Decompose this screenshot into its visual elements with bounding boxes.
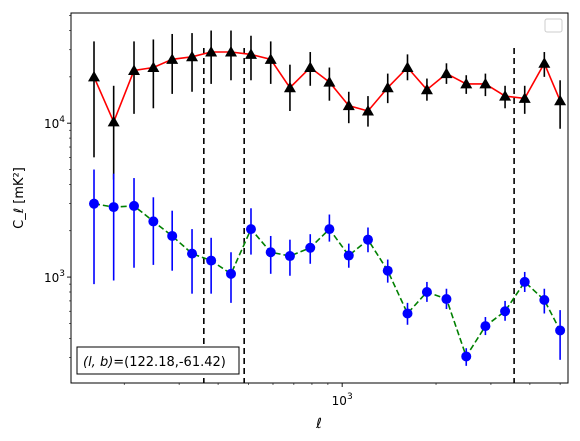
data-point-circle	[129, 200, 140, 211]
data-point-circle	[441, 294, 452, 305]
data-point-triangle	[440, 67, 453, 79]
y-tick-label-base: 10	[44, 271, 59, 285]
data-point-triangle	[323, 76, 336, 87]
data-point-circle	[519, 276, 530, 287]
data-point-circle	[402, 308, 413, 319]
data-point-triangle	[88, 70, 101, 82]
data-point-triangle	[147, 61, 160, 73]
y-tick-label-exponent: 4	[59, 115, 65, 125]
annotation-prefix: (l, b)	[83, 355, 113, 370]
annotation-box	[76, 346, 240, 375]
data-point-triangle	[381, 81, 394, 93]
data-point-triangle	[128, 64, 141, 75]
y-tick-label: 103	[44, 269, 65, 285]
y-tick-label-base: 10	[44, 117, 59, 131]
data-point-circle	[245, 224, 256, 235]
data-point-circle	[108, 202, 119, 213]
data-point-circle	[148, 216, 159, 227]
data-point-triangle	[166, 53, 179, 64]
annotation-value: =(122.18,-61.42)	[113, 355, 226, 370]
data-point-circle	[187, 248, 198, 259]
legend-box	[544, 18, 563, 33]
plot-frame	[70, 12, 569, 384]
series-1	[88, 30, 567, 180]
data-point-circle	[305, 242, 316, 253]
data-point-circle	[167, 230, 178, 241]
data-point-triangle	[361, 105, 374, 116]
vertical-markers	[203, 48, 515, 383]
data-point-circle	[382, 265, 393, 276]
data-point-circle	[89, 198, 100, 209]
data-point-circle	[343, 250, 354, 261]
data-point-triangle	[499, 90, 512, 101]
data-point-triangle	[420, 83, 433, 95]
data-point-triangle	[186, 50, 199, 62]
y-tick-label: 104	[44, 115, 65, 131]
data-point-triangle	[342, 99, 355, 111]
data-point-circle	[461, 351, 472, 362]
data-point-circle	[284, 251, 295, 262]
series-layer	[88, 30, 567, 366]
data-point-circle	[225, 268, 236, 279]
data-point-circle	[421, 286, 432, 297]
data-point-triangle	[401, 61, 414, 73]
series-2	[89, 169, 566, 366]
x-tick-label-base: 10	[332, 394, 347, 408]
data-point-triangle	[518, 92, 531, 103]
data-point-triangle	[224, 46, 237, 57]
data-point-triangle	[479, 77, 492, 89]
data-point-triangle	[244, 48, 257, 59]
data-point-triangle	[554, 94, 567, 106]
x-axis-ticks: 103	[123, 383, 561, 408]
data-point-triangle	[304, 61, 317, 73]
data-point-circle	[555, 325, 566, 336]
data-point-triangle	[264, 53, 277, 64]
data-point-circle	[480, 321, 491, 332]
x-tick-label: 103	[332, 392, 353, 408]
data-point-circle	[500, 306, 511, 317]
data-point-circle	[362, 234, 373, 245]
y-axis-label: C_ℓ [mK²]	[12, 167, 27, 229]
data-point-triangle	[107, 115, 120, 127]
data-point-circle	[324, 224, 335, 235]
data-point-triangle	[460, 77, 473, 89]
data-point-triangle	[205, 46, 218, 57]
y-tick-label-exponent: 3	[59, 269, 65, 279]
data-point-circle	[539, 294, 550, 305]
data-point-circle	[265, 247, 276, 258]
annotation-label: (l, b)=(122.18,-61.42)	[83, 355, 226, 370]
x-tick-label-exponent: 3	[347, 392, 353, 402]
coordinates-annotation: (l, b)=(122.18,-61.42)	[76, 346, 240, 375]
data-point-circle	[206, 255, 217, 266]
data-point-triangle	[283, 81, 296, 93]
x-axis-label: ℓ	[315, 416, 322, 432]
data-point-triangle	[538, 57, 551, 68]
